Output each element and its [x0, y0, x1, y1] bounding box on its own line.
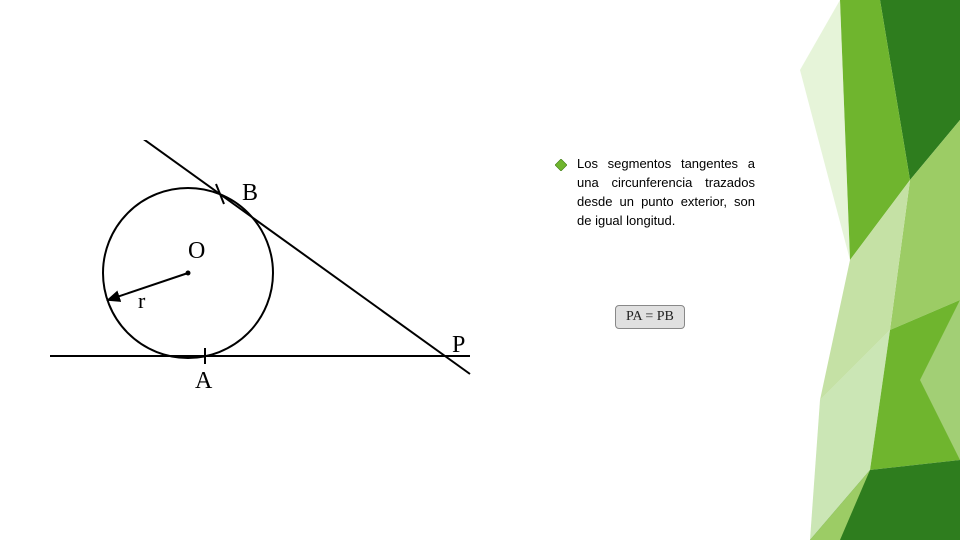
- formula-text: PA = PB: [626, 309, 674, 324]
- body-text: Los segmentos tangentes a una circunfere…: [577, 155, 755, 230]
- label-o: O: [188, 238, 205, 264]
- diagram-svg: B O r A P: [30, 140, 480, 420]
- diamond-bullet-icon: [555, 158, 567, 176]
- label-r: r: [138, 288, 146, 313]
- tangent-diagram: B O r A P: [30, 140, 480, 420]
- label-p: P: [452, 332, 465, 358]
- formula-box: PA = PB: [615, 305, 685, 329]
- label-b: B: [242, 180, 258, 206]
- text-block: Los segmentos tangentes a una circunfere…: [555, 155, 755, 230]
- tangent-line-b: [85, 140, 470, 374]
- slide: B O r A P Los segmentos tangentes a una …: [0, 0, 960, 540]
- radius-line: [108, 273, 188, 300]
- decorative-facets: [760, 0, 960, 540]
- label-a: A: [195, 368, 213, 394]
- bullet-row: Los segmentos tangentes a una circunfere…: [555, 155, 755, 230]
- center-point: [186, 271, 191, 276]
